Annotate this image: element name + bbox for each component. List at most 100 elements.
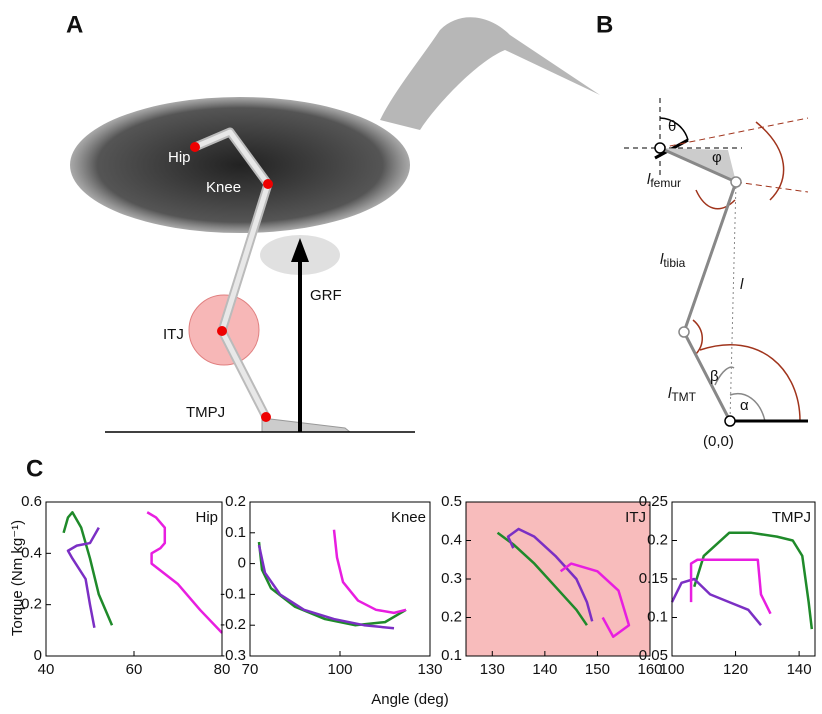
y-tick-label: 0.1 <box>647 608 668 625</box>
neck-head <box>380 17 600 131</box>
label: lTMT <box>668 385 697 404</box>
joint <box>724 415 736 427</box>
series-line <box>506 527 594 622</box>
label: φ <box>712 149 722 166</box>
x-tick-label: 40 <box>38 661 55 678</box>
x-tick-label: 60 <box>126 661 143 678</box>
subscript: femur <box>650 176 681 190</box>
panel-label: A <box>66 11 83 38</box>
symbol: l <box>647 171 651 188</box>
panel-label: C <box>26 455 43 482</box>
itj-joint <box>217 326 227 336</box>
label: TMPJ <box>186 404 225 421</box>
subscript: TMT <box>671 390 696 404</box>
x-tick-label: 130 <box>480 661 505 678</box>
y-tick-label: 0.25 <box>639 493 668 510</box>
y-tick-label: -0.1 <box>220 585 246 602</box>
x-tick-label: 140 <box>787 661 812 678</box>
label: ITJ <box>163 326 184 343</box>
y-tick-label: 0.6 <box>21 493 42 510</box>
y-tick-label: 0 <box>34 647 42 664</box>
x-tick-label: 100 <box>327 661 352 678</box>
arc <box>714 366 735 386</box>
x-tick-label: 120 <box>723 661 748 678</box>
limb <box>659 146 738 422</box>
grf-arrowhead <box>291 238 309 262</box>
label: (0,0) <box>703 433 734 450</box>
label: l <box>740 276 744 293</box>
label: Knee <box>206 179 241 196</box>
y-tick-label: 0.1 <box>441 647 462 664</box>
x-tick-label: 70 <box>242 661 259 678</box>
label: Hip <box>168 149 191 166</box>
symbol: l <box>660 251 664 268</box>
y-tick-label: 0.1 <box>225 524 246 541</box>
chart-title: TMPJ <box>772 509 811 526</box>
chart-title: Knee <box>391 509 426 526</box>
label: α <box>740 397 749 414</box>
series-line <box>689 558 772 615</box>
y-tick-label: -0.2 <box>220 616 246 633</box>
series-line <box>559 562 631 638</box>
series-line <box>146 511 223 634</box>
y-tick-label: -0.3 <box>220 647 246 664</box>
y-tick-label: 0 <box>238 555 246 572</box>
y-tick-label: 0.3 <box>441 570 462 587</box>
joint <box>730 176 742 188</box>
red-dashed <box>735 181 809 193</box>
x-tick-label: 140 <box>532 661 557 678</box>
y-tick-label: 0.2 <box>441 608 462 625</box>
x-tick-label: 100 <box>659 661 684 678</box>
x-tick-label: 160 <box>637 661 662 678</box>
x-tick-label: 150 <box>585 661 610 678</box>
knee-joint <box>263 179 273 189</box>
joint <box>654 142 666 154</box>
plot-background <box>466 502 650 656</box>
hip-joint <box>190 142 200 152</box>
red-dashed <box>659 117 809 149</box>
x-axis-label: Angle (deg) <box>371 691 449 708</box>
y-tick-label: 0.2 <box>21 596 42 613</box>
y-tick-label: 0.5 <box>441 493 462 510</box>
joint <box>678 326 690 338</box>
y-tick-label: 0.4 <box>441 531 462 548</box>
series-line <box>66 527 100 629</box>
arc <box>755 121 785 201</box>
series-line <box>257 541 407 627</box>
x-tick-label: 130 <box>417 661 442 678</box>
y-tick-label: 0.2 <box>225 493 246 510</box>
y-tick-label: 0.2 <box>647 531 668 548</box>
leg-length <box>729 181 737 422</box>
y-axis-label: Torque (Nm kg⁻¹) <box>9 520 26 636</box>
series-line <box>332 529 407 615</box>
label: lfemur <box>647 171 681 190</box>
arc <box>692 319 703 356</box>
series-line <box>670 577 762 626</box>
foot <box>261 417 352 433</box>
arc <box>729 393 766 422</box>
panel-label: B <box>596 11 613 38</box>
theta-arc <box>659 117 689 141</box>
x-tick-label: 80 <box>214 661 231 678</box>
label: β <box>710 368 719 385</box>
label: θ <box>668 118 676 135</box>
label: ltibia <box>660 251 686 270</box>
symbol: l <box>668 385 672 402</box>
y-tick-label: 0.4 <box>21 544 42 561</box>
subscript: tibia <box>663 256 685 270</box>
panel-a: Hip Knee ITJ TMPJ GRF <box>70 17 600 433</box>
y-tick-label: 0.15 <box>639 570 668 587</box>
arc <box>699 344 801 422</box>
tmpj-joint <box>261 412 271 422</box>
arc <box>695 189 736 210</box>
panel-b <box>624 98 809 427</box>
body <box>70 97 410 233</box>
label: GRF <box>310 287 342 304</box>
series-line <box>693 531 814 630</box>
chart-title: ITJ <box>625 509 646 526</box>
y-tick-label: 0.05 <box>639 647 668 664</box>
series-line <box>62 511 114 626</box>
series-line <box>257 544 395 630</box>
chart-title: Hip <box>195 509 218 526</box>
